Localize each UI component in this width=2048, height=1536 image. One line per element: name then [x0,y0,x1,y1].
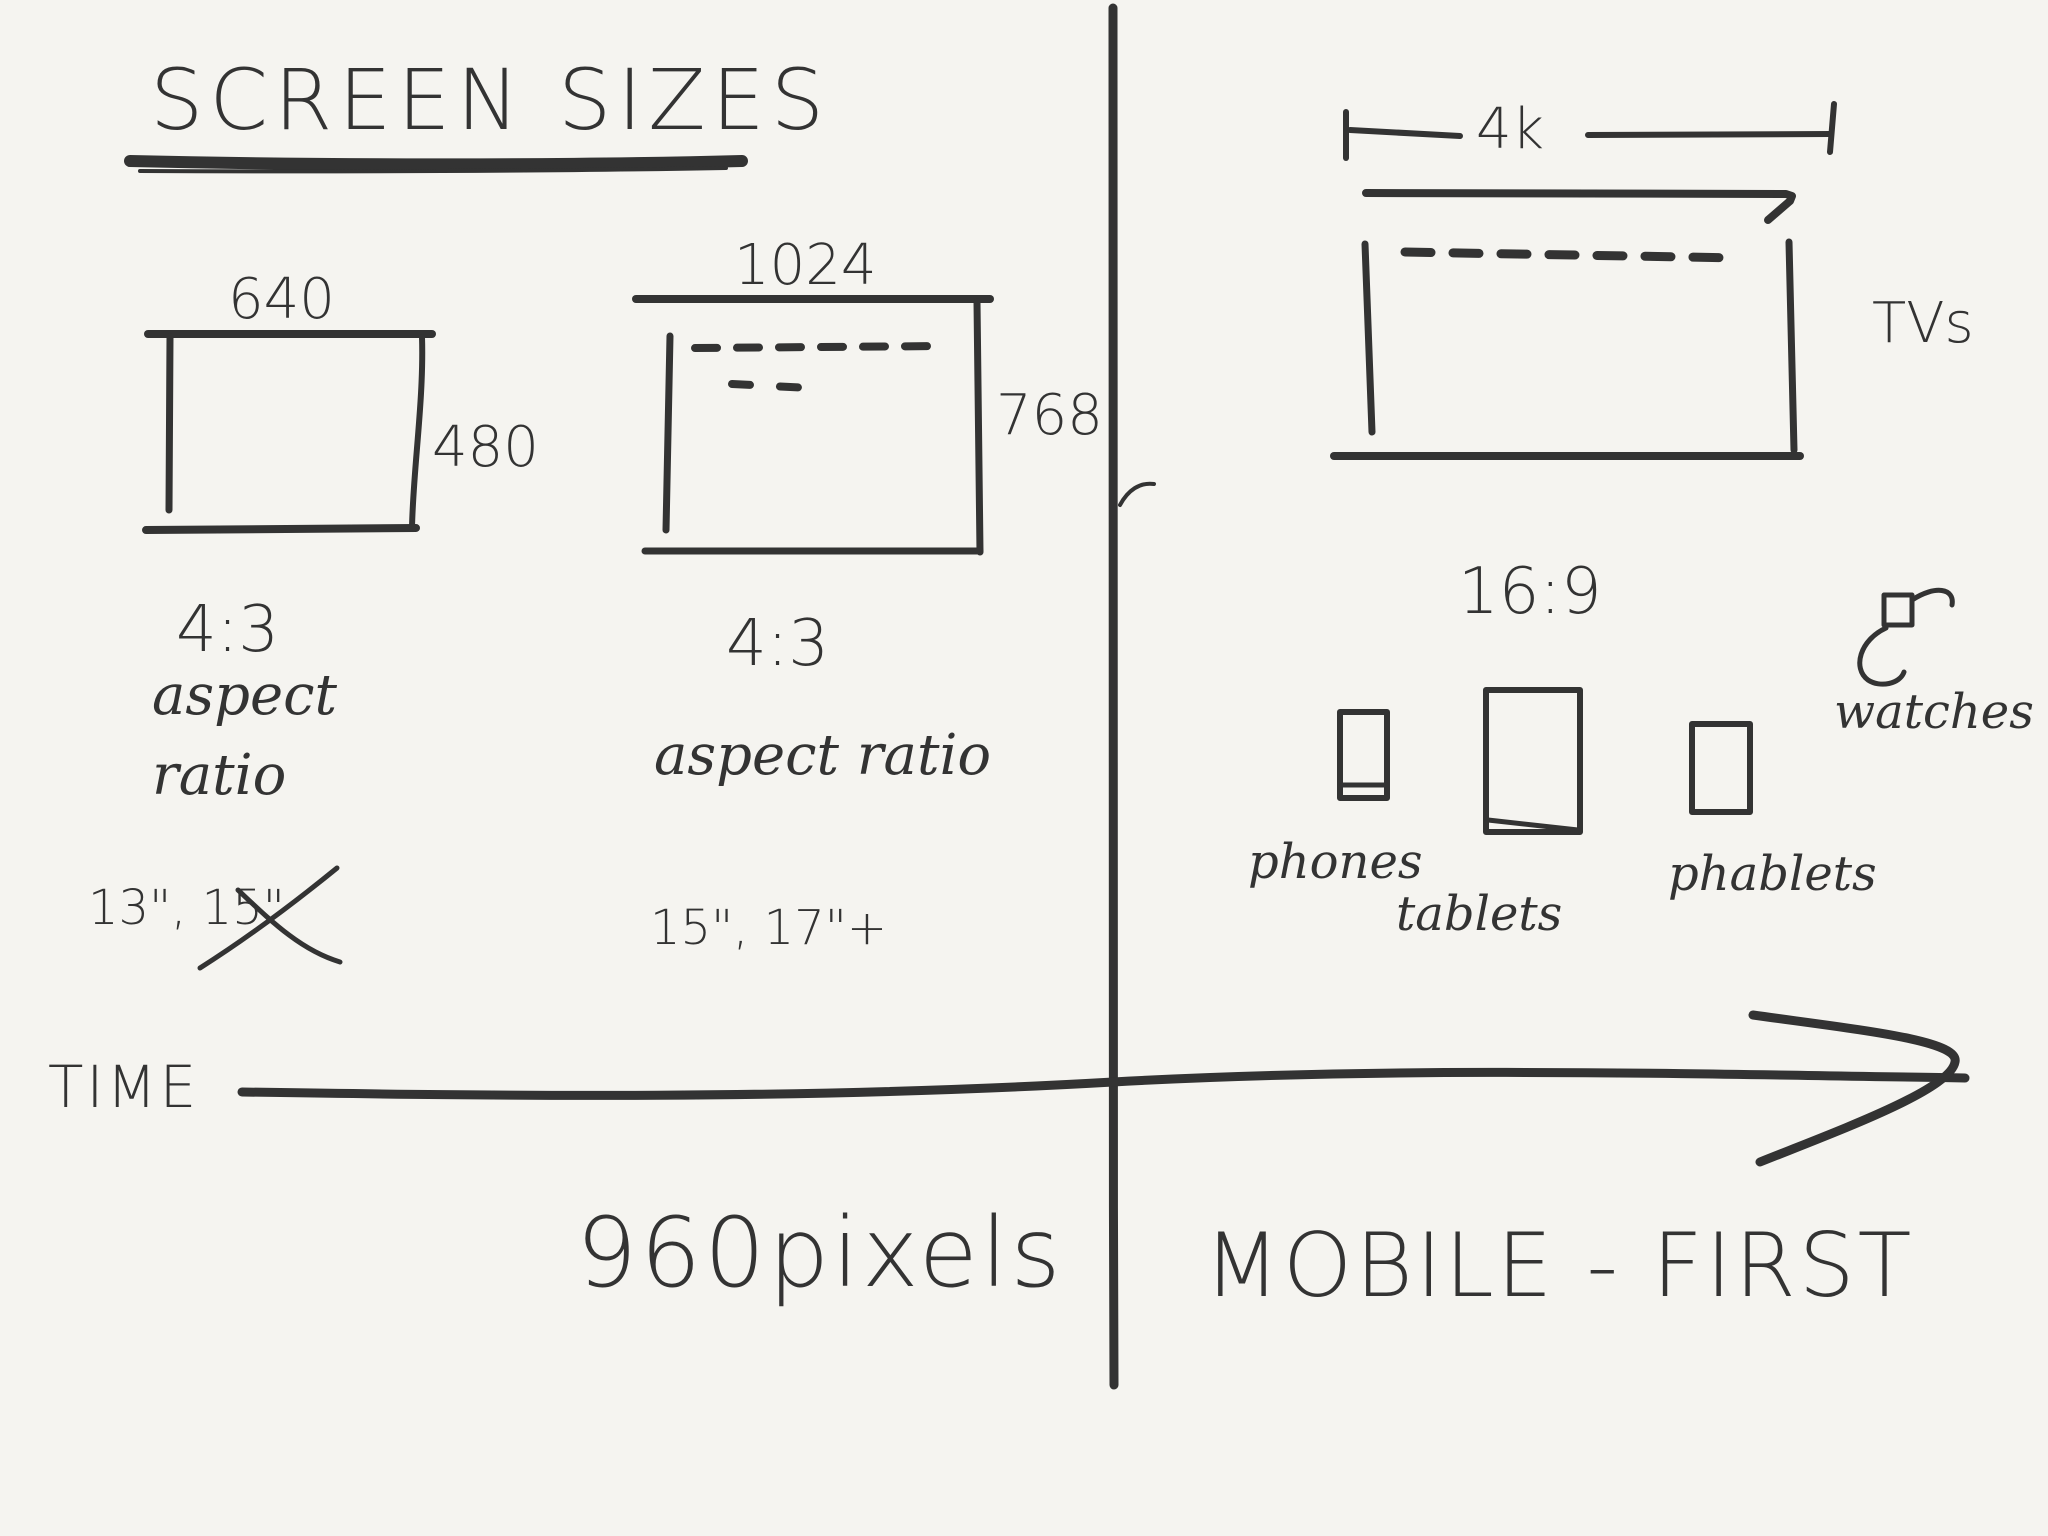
title-underline [124,155,748,171]
screen-640-ratio: 4:3 [176,593,279,667]
vertical-divider [1108,3,1119,1390]
dimension-4k-left-line [1347,127,1463,139]
screen-4k-content [1400,247,1745,263]
device-label-phablets: phablets [1668,846,1877,902]
screen-4k-top [1362,189,1796,224]
time-axis [237,1067,1970,1100]
device-label-tablets: tablets [1396,886,1563,942]
dimension-4k-right-line [1585,131,1833,138]
tablet-base-line [1485,817,1581,833]
screen-4k-width-label: 4k [1476,97,1545,162]
screen-1024-height-label: 768 [996,383,1103,448]
time-axis-label: TIME [48,1053,200,1121]
screen-640-bottom [142,524,420,534]
screen-640-monitor-sizes: 13", 15" [88,880,285,936]
screen-4k-right [1785,238,1798,454]
screen-1024-ratio: 4:3 [726,607,829,681]
device-label-phones: phones [1248,834,1423,890]
screen-640-height-label: 480 [432,415,539,480]
watch-sketch [1857,587,1955,687]
screen-640-right [409,334,426,531]
era-heading-left: 960pixels [576,1197,1064,1309]
screen-640-ratio-caption-1: aspect [152,663,337,728]
tablet-sketch [1483,687,1583,835]
tv-label: TVs [1872,291,1974,356]
screen-1024-width-label: 1024 [734,233,877,298]
screen-640-left [165,333,174,514]
screen-1024-right [973,298,984,556]
time-arrow-head [1748,1010,1960,1167]
screen-1024-content-2 [728,380,814,392]
screen-640-width-label: 640 [228,267,335,332]
page-title: SCREEN SIZES [150,51,831,149]
strike-line-2 [235,887,343,965]
screen-4k-ratio: 16:9 [1458,555,1602,629]
dimension-4k-right-tick [1827,101,1837,155]
accent-mark [1118,481,1156,507]
device-label-watches: watches [1834,684,2034,740]
screen-1024-left [662,332,674,534]
era-heading-right: MOBILE - FIRST [1204,1214,1915,1317]
screen-1024-ratio-caption: aspect ratio [654,723,992,788]
phone-sketch [1337,709,1390,801]
screen-4k-left [1361,240,1376,436]
title-underline-thin [138,166,728,174]
phablet-sketch [1689,721,1753,815]
screen-1024-content [691,342,949,352]
screen-1024-monitor-sizes: 15", 17"+ [650,900,888,956]
strike-line-1 [197,865,340,971]
screen-640-ratio-caption-2: ratio [152,743,287,808]
